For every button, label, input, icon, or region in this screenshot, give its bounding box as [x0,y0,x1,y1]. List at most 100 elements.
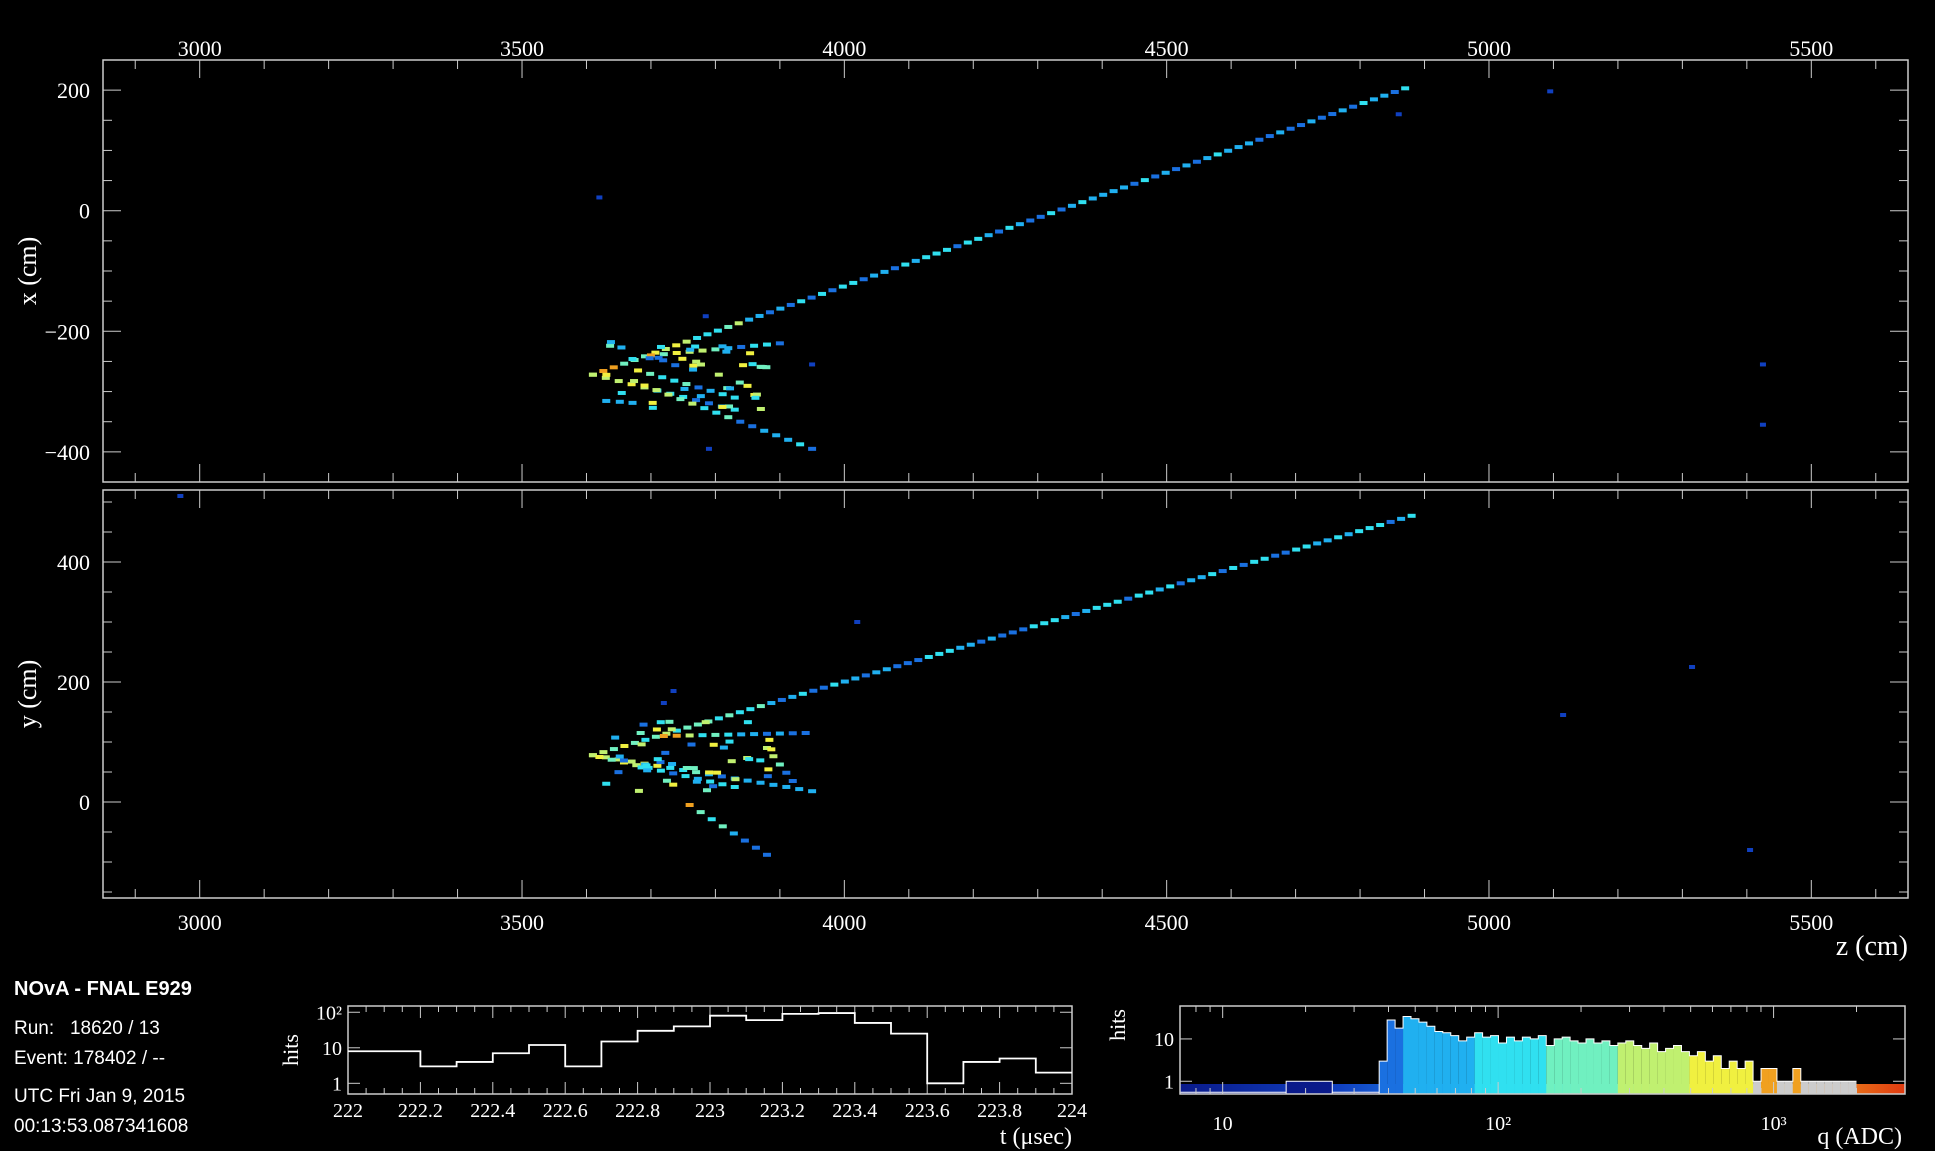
hit [1218,569,1227,574]
x-tick-label: 222.4 [470,1100,515,1122]
hit [692,398,701,403]
charge-bin [1697,1051,1706,1094]
hit [922,255,931,260]
hit [1250,559,1259,564]
hit [636,730,645,735]
hit [1359,101,1368,106]
hit [924,654,933,659]
charge-bin [1514,1040,1523,1094]
hit [752,392,761,397]
hit [691,344,700,349]
charge-bin [1641,1048,1650,1094]
hit [692,779,701,784]
y-tick-label: 400 [57,550,90,575]
hit [672,350,681,355]
hit [601,755,610,760]
hit [718,392,727,397]
hit [1113,599,1122,604]
y-axis-label: y (cm) [13,660,42,729]
hit [1292,547,1301,552]
hit [751,395,760,400]
hit [615,399,624,404]
charge-bin [1657,1051,1666,1094]
hit [762,731,771,736]
hit [640,383,649,388]
x-tick-label-top: 4500 [1145,36,1189,61]
hit [1286,126,1295,131]
hit [726,386,735,391]
hit [1172,167,1181,172]
x-tick-label: 222.2 [398,1100,443,1122]
isolated-hit [596,195,603,200]
hit [932,251,941,256]
charge-bin [1784,1081,1793,1094]
hit [627,759,636,764]
isolated-hit [702,314,709,319]
hit [942,247,951,252]
hit [1334,535,1343,540]
hit [765,310,774,315]
hit [911,258,920,263]
hit [762,342,771,347]
hit [956,645,965,650]
hit [644,765,653,770]
hit [798,691,807,696]
hit [756,758,765,763]
hit [1255,137,1264,142]
hit [1407,513,1416,518]
hit [775,341,784,346]
hit [722,349,731,354]
hit [679,768,688,773]
time-histogram-panel: 222 222.2 222.4 222.6 222.8 223 223.2 223.4 223.… [278,1002,1087,1150]
hit [788,731,797,736]
hit [772,433,781,438]
charge-bin [1625,1040,1634,1094]
hit [734,321,743,326]
y-tick-label: 10² [316,1002,342,1024]
charge-bin [1498,1043,1507,1094]
hit [1130,181,1139,186]
hit [1397,516,1406,521]
hit [696,362,705,367]
charge-bin [1554,1038,1563,1094]
hit [725,739,734,744]
hit [797,299,806,304]
run-line: Run: 18620 / 13 [14,1018,160,1040]
hit [656,760,665,765]
x-tick-label: 10² [1485,1113,1511,1135]
hit [782,770,791,775]
hit [1071,612,1080,617]
hit [762,852,771,857]
hit [714,372,723,377]
hit [698,348,707,353]
charge-bin [1434,1031,1443,1094]
hit [615,754,624,759]
hit [1244,141,1253,146]
hit [882,667,891,672]
hit [692,359,701,364]
hit [819,685,828,690]
hit [670,378,679,383]
x-tick-label: 222.6 [543,1100,588,1122]
hit [755,313,764,318]
hit [659,358,668,363]
hit [656,768,665,773]
hit [775,731,784,736]
hit [730,395,739,400]
hit [775,762,784,767]
hit [746,351,755,356]
hit [681,774,690,779]
hit [727,759,736,764]
run-value: 18620 / 13 [69,1018,160,1039]
hit [736,419,745,424]
hit [765,737,774,742]
xz-view-panel: 3000 3500 4000 4500 5000 5500 200 0 −200 −400 x (c… [13,36,1909,483]
x-tick-label: 224 [1057,1100,1087,1122]
hit [678,356,687,361]
y-tick-label: 10 [1154,1029,1174,1051]
hit [953,244,962,249]
hit [718,782,727,787]
hit [693,335,702,340]
hit [739,363,748,368]
isolated-hit [705,446,712,451]
